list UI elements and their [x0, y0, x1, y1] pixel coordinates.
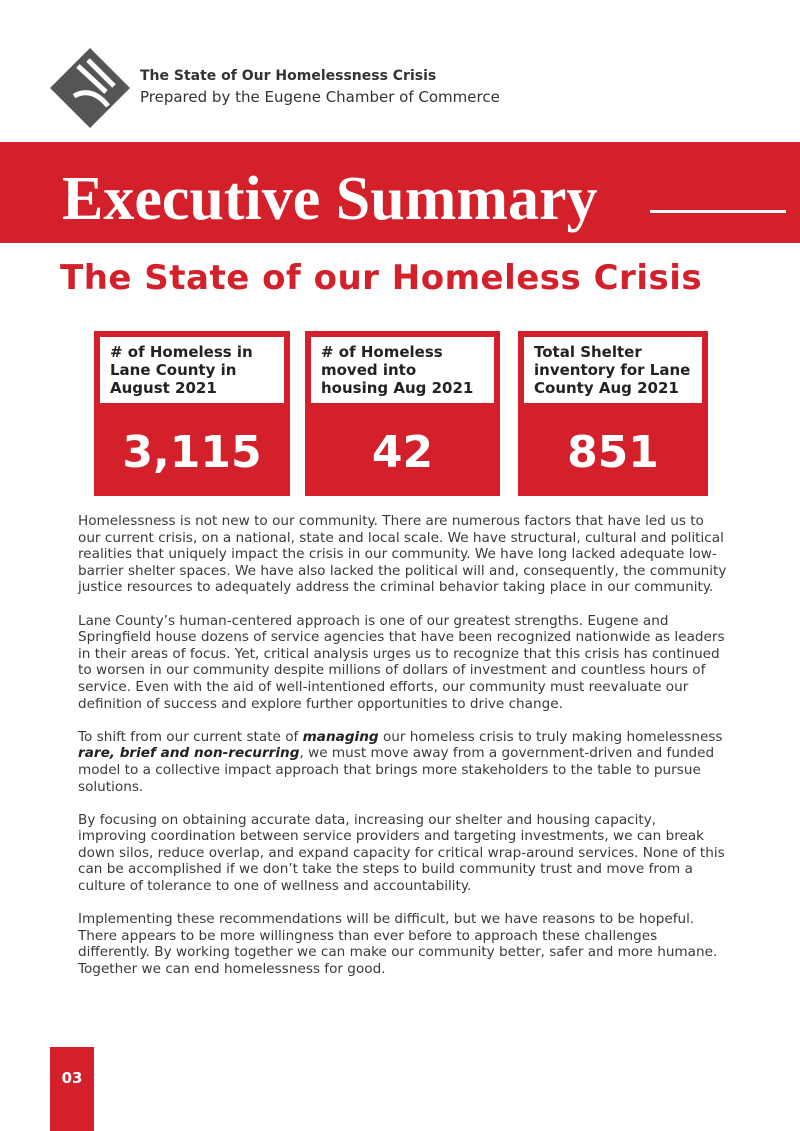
stat-card: # of Homeless in Lane County in August 2… — [94, 331, 290, 496]
stat-card: # of Homeless moved into housing Aug 202… — [305, 331, 500, 496]
stat-card: Total Shelter inventory for Lane County … — [518, 331, 708, 496]
paragraph: To shift from our current state of manag… — [78, 729, 728, 795]
stat-label: Total Shelter inventory for Lane County … — [522, 335, 704, 405]
stat-label: # of Homeless in Lane County in August 2… — [98, 335, 286, 405]
paragraph: Implementing these recommendations will … — [78, 911, 728, 977]
header-title: The State of Our Homelessness Crisis — [140, 68, 437, 84]
page-number: 03 — [61, 1069, 83, 1087]
stat-value: 42 — [371, 427, 434, 478]
stat-value: 851 — [567, 427, 659, 478]
page-number-box: 03 — [50, 1047, 94, 1131]
logo — [50, 48, 130, 128]
text-run: By focusing on obtaining accurate data, … — [78, 811, 725, 895]
paragraph: By focusing on obtaining accurate data, … — [78, 812, 728, 895]
body-text: Homelessness is not new to our community… — [78, 513, 728, 994]
emphasis: rare, brief and non-recurring — [78, 745, 300, 762]
emphasis: managing — [302, 728, 379, 745]
banner-title: Executive Summary — [62, 165, 598, 233]
stat-value: 3,115 — [122, 427, 262, 478]
banner — [0, 142, 800, 243]
paragraph: Homelessness is not new to our community… — [78, 513, 728, 596]
text-run: Lane County’s human-centered approach is… — [78, 612, 725, 712]
text-run: our homeless crisis to truly making home… — [378, 728, 723, 745]
text-run: Implementing these recommendations will … — [78, 911, 718, 978]
text-run: , we must move away from a government-dr… — [78, 745, 715, 795]
banner-rule — [650, 210, 786, 213]
paragraph: Lane County’s human-centered approach is… — [78, 613, 728, 713]
text-run: To shift from our current state of — [78, 728, 303, 745]
header-subtitle: Prepared by the Eugene Chamber of Commer… — [140, 88, 500, 106]
stat-label: # of Homeless moved into housing Aug 202… — [309, 335, 496, 405]
section-title: The State of our Homeless Crisis — [60, 258, 703, 298]
text-run: Homelessness is not new to our community… — [78, 513, 727, 596]
